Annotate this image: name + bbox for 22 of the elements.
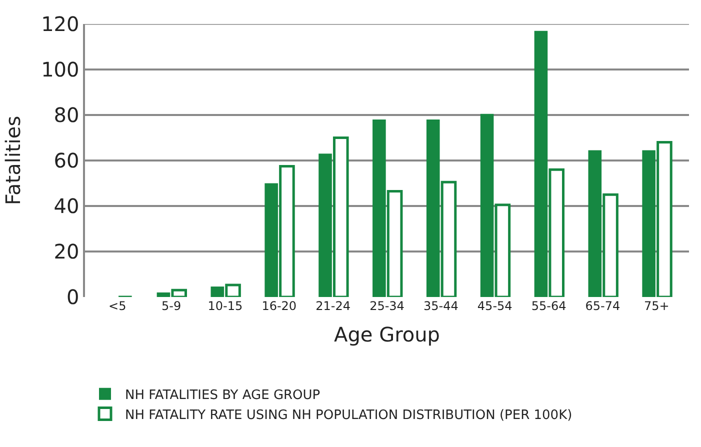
x-tick-label: 21-24 [316,299,351,313]
x-tick-label: 25-34 [370,299,404,313]
y-tick-label: 60 [54,148,80,172]
legend-label: NH FATALITY RATE USING NH POPULATION DISTRIBUTION (PER 100K) [125,408,572,423]
x-tick-label: 16-20 [262,299,297,313]
x-tick-label: 75+ [644,299,670,313]
y-axis-title: Fatalities [1,116,26,206]
x-tick-label: 55-64 [531,299,566,313]
x-tick-label: 65-74 [585,299,620,313]
x-tick-label: <5 [108,299,126,313]
y-tick-label: 20 [54,240,80,264]
y-tick-label: 80 [54,103,80,127]
x-tick-label: 35-44 [423,299,458,313]
y-tick-label: 0 [66,285,80,309]
x-tick-label: 10-15 [208,299,243,313]
y-tick-label: 40 [54,194,80,218]
x-tick-label: 5-9 [161,299,182,313]
legend-label: NH FATALITIES BY AGE GROUP [125,388,320,403]
y-tick-label: 120 [41,12,80,36]
x-tick-label: 45-54 [477,299,512,313]
y-tick-label: 100 [41,58,80,82]
x-axis-title: Age Group [334,322,440,346]
